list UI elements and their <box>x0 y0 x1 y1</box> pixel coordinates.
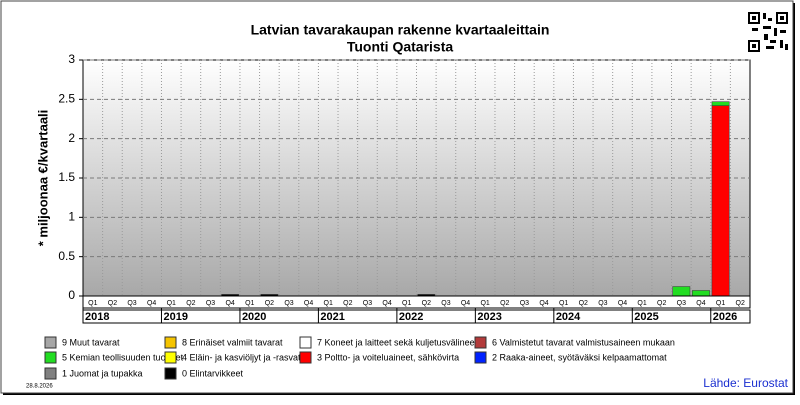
bar <box>711 105 730 297</box>
legend-label: 8 Erinäiset valmiit tavarat <box>182 337 283 347</box>
legend-label: 0 Elintarvikkeet <box>182 368 244 378</box>
year-label: 2019 <box>163 311 187 323</box>
legend-swatch <box>164 351 177 364</box>
x-tick-label: Q3 <box>598 300 607 307</box>
legend-swatch <box>299 336 312 349</box>
x-tick-label: Q1 <box>324 300 333 307</box>
quarter-row <box>82 295 751 309</box>
year-label: 2025 <box>634 311 658 323</box>
x-tick-label: Q2 <box>500 300 509 307</box>
bar <box>672 286 691 297</box>
y-tick-label: 1.5 <box>58 170 75 184</box>
x-tick-label: Q1 <box>245 300 254 307</box>
y-tick-label: 2 <box>68 131 75 145</box>
x-tick-label: Q4 <box>147 300 156 307</box>
x-tick-label: Q2 <box>736 300 745 307</box>
x-tick-label: Q1 <box>88 300 97 307</box>
bar <box>711 101 730 106</box>
y-tick-label: 3 <box>68 52 75 66</box>
x-tick-label: Q2 <box>343 300 352 307</box>
year-label: 2018 <box>85 311 109 323</box>
legend-swatch <box>44 351 57 364</box>
legend-label: 3 Poltto- ja voiteluaineet, sähkövirta <box>317 352 459 362</box>
x-tick-label: Q3 <box>284 300 293 307</box>
legend-swatch <box>44 367 57 380</box>
y-axis-label: * miljoonaa €/kvartaali <box>35 110 50 247</box>
qr-code <box>748 12 788 52</box>
legend-swatch <box>474 336 487 349</box>
legend-label: 2 Raaka-aineet, syötäväksi kelpaamattoma… <box>492 352 667 362</box>
x-tick-label: Q1 <box>402 300 411 307</box>
x-tick-label: Q1 <box>167 300 176 307</box>
year-label: 2026 <box>713 311 737 323</box>
source: Lähde: Eurostat <box>703 376 788 390</box>
bar <box>692 290 710 297</box>
x-tick-label: Q4 <box>225 300 234 307</box>
legend-swatch <box>164 367 177 380</box>
x-tick-label: Q3 <box>127 300 136 307</box>
legend-swatch <box>474 351 487 364</box>
chart-title: Latvian tavarakaupan rakenne kvartaaleit… <box>251 22 550 38</box>
x-tick-label: Q4 <box>304 300 313 307</box>
date: 28.8.2026 <box>26 384 53 390</box>
legend-label: 4 Eläin- ja kasviöljyt ja -rasvat <box>182 352 301 362</box>
x-tick-label: Q2 <box>108 300 117 307</box>
x-tick-label: Q1 <box>716 300 725 307</box>
x-tick-label: Q2 <box>422 300 431 307</box>
legend-swatch <box>164 336 177 349</box>
legend-swatch <box>299 351 312 364</box>
x-tick-label: Q1 <box>480 300 489 307</box>
legend-label: 1 Juomat ja tupakka <box>62 368 143 378</box>
x-tick-label: Q2 <box>579 300 588 307</box>
x-tick-label: Q4 <box>382 300 391 307</box>
x-tick-label: Q4 <box>539 300 548 307</box>
chart-subtitle: Tuonti Qatarista <box>347 39 454 55</box>
year-label: 2022 <box>399 311 423 323</box>
x-tick-label: Q1 <box>559 300 568 307</box>
x-tick-label: Q2 <box>657 300 666 307</box>
legend-label: 5 Kemian teollisuuden tuotteet <box>62 352 184 362</box>
x-tick-label: Q1 <box>637 300 646 307</box>
year-label: 2023 <box>477 311 501 323</box>
year-label: 2020 <box>242 311 266 323</box>
legend-label: 9 Muut tavarat <box>62 337 120 347</box>
legend-swatch <box>44 336 57 349</box>
year-label: 2024 <box>556 311 581 323</box>
x-tick-label: Q3 <box>520 300 529 307</box>
y-tick-label: 0.5 <box>58 249 75 263</box>
legend-label: 7 Koneet ja laitteet sekä kuljetusväline… <box>317 337 478 347</box>
x-tick-label: Q3 <box>677 300 686 307</box>
y-tick-label: 0 <box>68 288 75 302</box>
year-label: 2021 <box>320 311 344 323</box>
x-tick-label: Q3 <box>441 300 450 307</box>
y-tick-label: 1 <box>68 210 75 224</box>
x-tick-label: Q3 <box>363 300 372 307</box>
x-tick-label: Q3 <box>206 300 215 307</box>
y-tick-label: 2.5 <box>58 92 75 106</box>
x-tick-label: Q2 <box>186 300 195 307</box>
x-tick-label: Q4 <box>461 300 470 307</box>
x-tick-label: Q2 <box>265 300 274 307</box>
legend-label: 6 Valmistetut tavarat valmistusaineen mu… <box>492 337 675 347</box>
x-tick-label: Q4 <box>618 300 627 307</box>
x-tick-label: Q4 <box>696 300 705 307</box>
